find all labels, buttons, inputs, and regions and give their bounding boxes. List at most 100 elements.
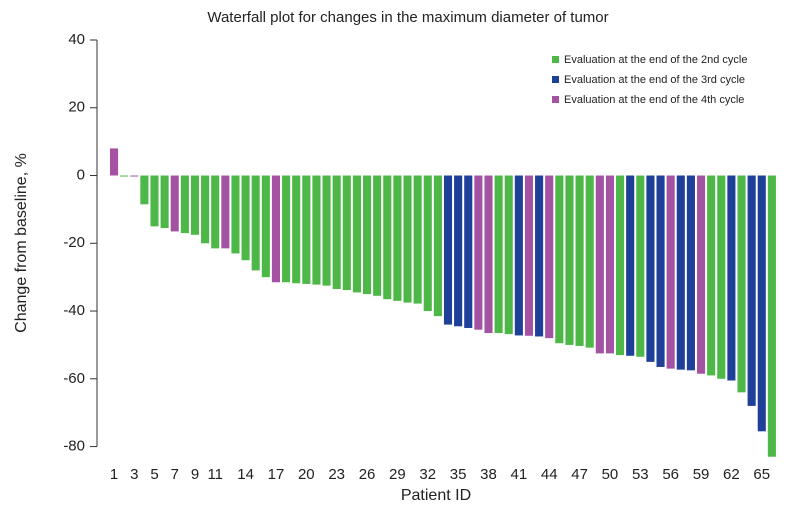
x-tick-label: 62	[723, 466, 740, 483]
bar	[484, 175, 493, 334]
x-tick-label: 5	[150, 466, 158, 483]
bar	[150, 175, 159, 227]
x-tick-label: 59	[693, 466, 710, 483]
bar	[767, 175, 776, 457]
y-tick-label: 0	[77, 166, 85, 183]
bar	[282, 175, 291, 283]
bar	[676, 175, 685, 370]
bar	[109, 148, 119, 176]
x-tick-label: 14	[237, 466, 254, 483]
x-tick-label: 3	[130, 466, 138, 483]
bar	[322, 175, 331, 286]
y-tick-label: -20	[63, 234, 85, 251]
x-tick-label: 53	[632, 466, 649, 483]
bar	[180, 175, 189, 234]
bar	[302, 175, 311, 284]
bar	[211, 175, 220, 249]
x-tick-label: 11	[207, 466, 223, 483]
bar	[433, 175, 442, 317]
bar	[575, 175, 584, 346]
y-tick-label: -40	[63, 302, 85, 319]
x-tick-label: 56	[662, 466, 679, 483]
bar	[494, 175, 503, 334]
x-tick-label: 1	[110, 466, 118, 483]
bar	[261, 175, 270, 278]
bar	[251, 175, 260, 271]
x-tick-label: 9	[191, 466, 199, 483]
bar	[383, 175, 392, 300]
x-tick-label: 38	[480, 466, 497, 483]
x-tick-label: 47	[571, 466, 588, 483]
bar	[717, 175, 726, 379]
bar	[605, 175, 614, 354]
legend-label: Evaluation at the end of the 2nd cycle	[564, 54, 747, 66]
legend-label: Evaluation at the end of the 3rd cycle	[564, 74, 745, 86]
bar	[727, 175, 736, 381]
bar	[332, 175, 341, 290]
y-axis-label: Change from baseline, %	[13, 153, 30, 333]
bar	[757, 175, 766, 432]
bar	[231, 175, 240, 254]
bar	[737, 175, 746, 393]
bar	[626, 175, 635, 356]
bar	[271, 175, 281, 283]
bar	[443, 175, 453, 325]
legend-label: Evaluation at the end of the 4th cycle	[564, 94, 744, 106]
bar	[585, 175, 594, 348]
bar	[201, 175, 210, 244]
bar	[221, 175, 230, 249]
bar	[423, 175, 432, 312]
bar	[545, 175, 554, 339]
x-tick-label: 29	[389, 466, 406, 483]
bar	[535, 175, 544, 337]
bar	[352, 175, 361, 293]
bar	[342, 175, 351, 291]
bar	[312, 175, 321, 285]
bar	[565, 175, 574, 345]
y-tick-label: -60	[63, 370, 85, 387]
bar	[686, 175, 695, 371]
bar	[747, 175, 756, 406]
bar	[616, 175, 625, 356]
legend-swatch	[552, 76, 559, 83]
bar	[292, 175, 301, 284]
bar	[636, 175, 645, 357]
bar	[707, 175, 716, 376]
bar	[474, 175, 483, 330]
bar	[130, 175, 139, 177]
x-tick-label: 7	[171, 466, 179, 483]
chart-title: Waterfall plot for changes in the maximu…	[207, 9, 608, 26]
x-tick-label: 41	[511, 466, 528, 483]
bar	[656, 175, 665, 367]
legend-swatch	[552, 56, 559, 63]
x-tick-label: 50	[602, 466, 619, 483]
bar	[555, 175, 564, 344]
bar	[595, 175, 604, 354]
bar	[696, 175, 706, 374]
bar	[646, 175, 655, 362]
bar	[393, 175, 402, 301]
bar	[160, 175, 169, 229]
y-tick-label: 20	[68, 99, 85, 116]
y-tick-label: -80	[63, 438, 85, 455]
bar	[454, 175, 463, 327]
x-tick-label: 26	[359, 466, 376, 483]
x-tick-label: 35	[450, 466, 467, 483]
bar	[514, 175, 523, 336]
x-axis-label: Patient ID	[401, 487, 471, 504]
bar	[362, 175, 372, 295]
legend-swatch	[552, 96, 559, 103]
x-tick-label: 20	[298, 466, 315, 483]
y-tick-label: 40	[68, 31, 85, 48]
bar	[504, 175, 513, 335]
bar	[403, 175, 412, 303]
bar	[413, 175, 422, 304]
bar	[190, 175, 200, 235]
bar	[140, 175, 149, 205]
bar	[464, 175, 473, 328]
bar	[241, 175, 250, 261]
bar	[524, 175, 534, 336]
bar	[666, 175, 675, 369]
x-tick-label: 17	[268, 466, 285, 483]
